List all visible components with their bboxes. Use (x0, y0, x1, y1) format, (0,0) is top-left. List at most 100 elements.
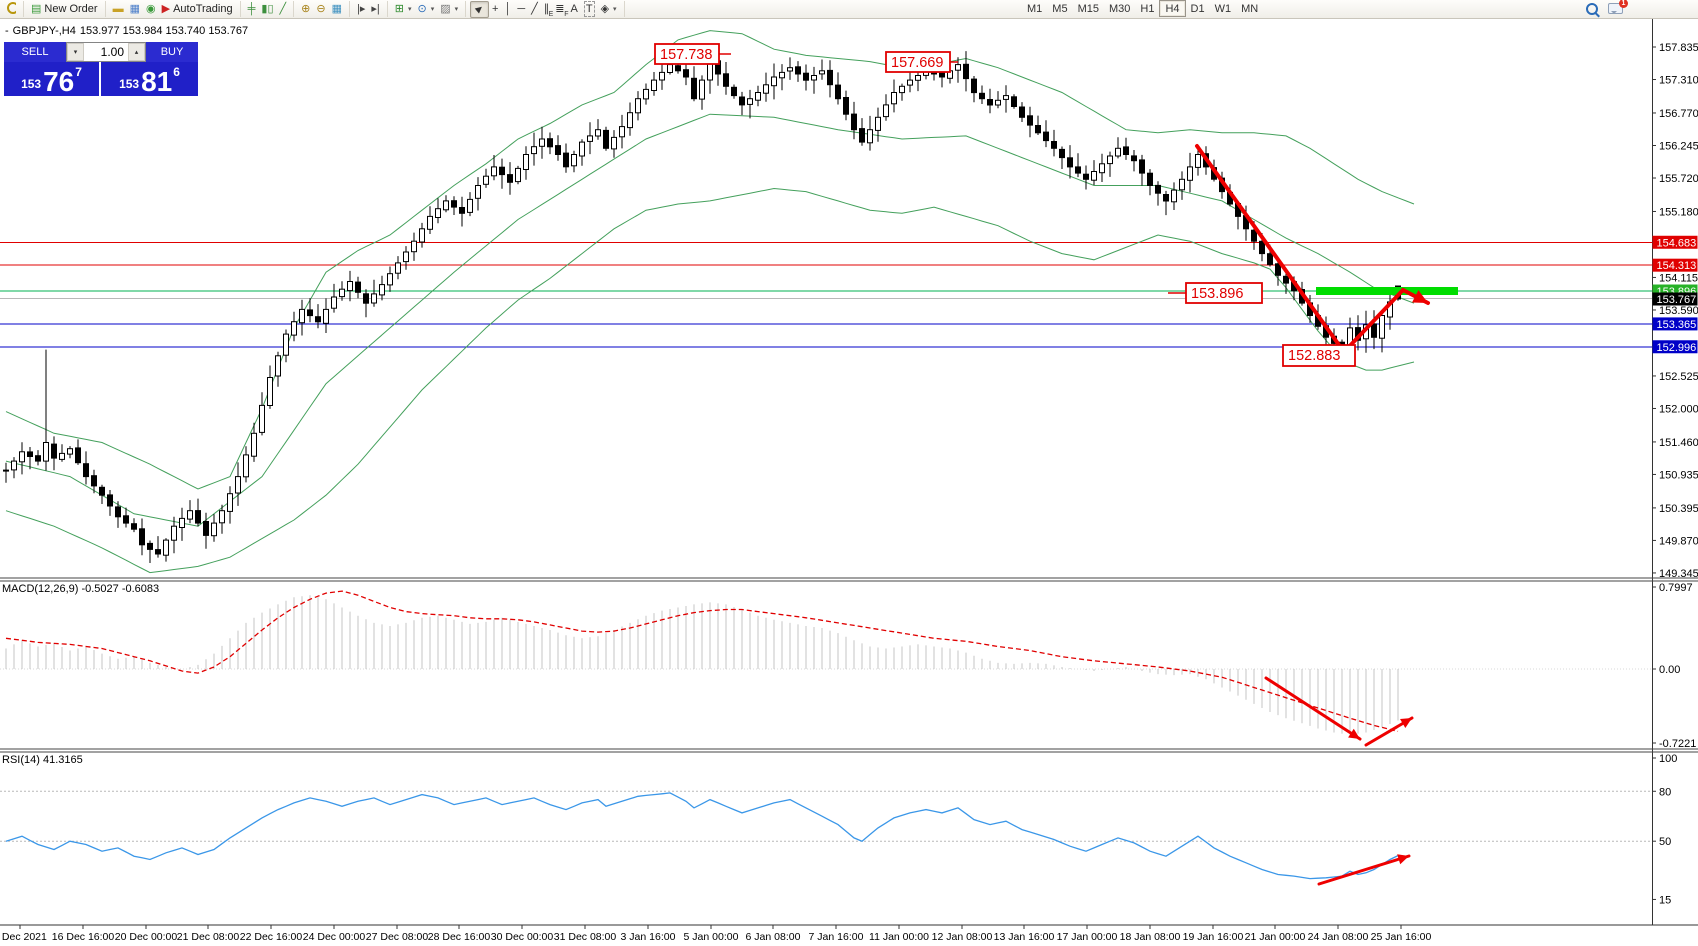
price-axis-badges: 154.683154.313153.896153.767153.365152.9… (1652, 235, 1698, 354)
svg-text:3 Jan 16:00: 3 Jan 16:00 (621, 931, 676, 943)
price-annotation-152-883[interactable]: 152.883 (1282, 344, 1356, 367)
templates-button-dropdown[interactable]: ▾ (454, 6, 459, 13)
chat-icon[interactable]: 1 (1608, 0, 1628, 14)
one-click-trading-widget: SELL ▾ 1.00 ▴ BUY 153 76 7 153 81 6 (4, 42, 198, 96)
svg-text:19 Jan 16:00: 19 Jan 16:00 (1183, 931, 1244, 943)
svg-text:24 Dec 00:00: 24 Dec 00:00 (303, 931, 366, 943)
auto-scroll-icon[interactable]: |▸ (354, 2, 368, 17)
rsi-panel (0, 790, 1652, 880)
bar-chart-icon[interactable]: ╪ (245, 2, 259, 17)
rsi-arrows[interactable] (1317, 854, 1411, 886)
new-order-button[interactable]: ▤ New Order (28, 2, 101, 17)
trendline-tool[interactable]: ╱ (528, 2, 541, 17)
arrows-tool[interactable]: ◈ ▾ (598, 2, 620, 17)
zoom-out-icon-glyph: ⊖ (316, 3, 326, 15)
svg-text:25 Jan 16:00: 25 Jan 16:00 (1371, 931, 1432, 943)
svg-text:31 Dec 08:00: 31 Dec 08:00 (554, 931, 617, 943)
volume-input[interactable]: 1.00 (100, 45, 124, 59)
svg-text:12 Jan 08:00: 12 Jan 08:00 (932, 931, 993, 943)
price-annotation-157-738[interactable]: 157.738 (654, 43, 731, 65)
symbol-name: GBPJPY-,H4 (12, 25, 76, 37)
svg-text:18 Jan 08:00: 18 Jan 08:00 (1120, 931, 1181, 943)
svg-text:15: 15 (1659, 894, 1671, 906)
chart-area[interactable]: 157.738 157.669 153.896 152.883 157.835 157.3… (0, 18, 1698, 946)
sell-button[interactable]: SELL (4, 42, 66, 62)
text-tool[interactable]: A (568, 2, 581, 17)
svg-text:153.896: 153.896 (1191, 286, 1243, 302)
svg-text:152.000: 152.000 (1659, 403, 1698, 415)
channel-tool[interactable]: ∥ E (543, 3, 554, 18)
volume-decrease-button[interactable]: ▾ (67, 43, 84, 61)
zoom-out-icon[interactable]: ⊖ (313, 2, 328, 17)
timeframe-h1[interactable]: H1 (1140, 2, 1155, 15)
price-annotation-153-896[interactable]: 153.896 (1168, 282, 1263, 304)
signals-icon[interactable]: ◉ (143, 2, 159, 17)
horizontal-line-tool[interactable]: ─ (514, 2, 528, 17)
timeframe-h4[interactable]: H4 (1159, 0, 1186, 17)
price-annotation-157-669[interactable]: 157.669 (885, 51, 958, 73)
timeframe-d1[interactable]: D1 (1190, 2, 1205, 15)
clipped-icon[interactable] (4, 2, 19, 17)
tile-windows-icon[interactable]: ▦ (329, 2, 345, 17)
svg-text:28 Dec 16:00: 28 Dec 16:00 (428, 931, 491, 943)
crosshair-tool[interactable]: + (489, 2, 501, 17)
fibonacci-tool[interactable]: ≣ F (555, 3, 569, 18)
volume-increase-button[interactable]: ▴ (128, 43, 145, 61)
zoom-in-icon[interactable]: ⊕ (298, 2, 313, 17)
chart-objects[interactable]: 157.738 157.669 153.896 152.883 (654, 43, 1458, 367)
svg-text:80: 80 (1659, 786, 1671, 798)
svg-text:5 Dec 2021: 5 Dec 2021 (0, 931, 47, 943)
timeframe-m5[interactable]: M5 (1052, 2, 1068, 15)
wallet-icon[interactable]: ▬ (110, 2, 127, 17)
chart-shift-icon[interactable]: ▸| (368, 2, 382, 17)
svg-text:0.7997: 0.7997 (1659, 582, 1693, 594)
search-icon[interactable] (1586, 2, 1598, 15)
chart-symbol-header: - GBPJPY-,H4 153.977 153.984 153.740 153.7… (5, 25, 252, 37)
rsi-indicator-label: RSI(14) 41.3165 (2, 754, 83, 766)
sell-price-sup: 7 (75, 65, 82, 79)
green-highlight-bar[interactable] (1316, 287, 1458, 295)
buy-price-tile[interactable]: 153 81 6 (101, 62, 198, 96)
arrows-tool-dropdown[interactable]: ▾ (613, 6, 617, 13)
svg-text:157.310: 157.310 (1659, 75, 1698, 87)
autotrading-button[interactable]: ▶ AutoTrading (159, 2, 236, 17)
svg-text:7 Jan 16:00: 7 Jan 16:00 (809, 931, 864, 943)
webterminal-icon[interactable]: ▦ (127, 2, 143, 17)
svg-text:16 Dec 16:00: 16 Dec 16:00 (52, 931, 115, 943)
svg-text:100: 100 (1659, 753, 1677, 765)
macd-arrows[interactable] (1264, 676, 1414, 747)
wallet-icon-glyph: ▬ (112, 3, 124, 15)
text-label-tool[interactable]: T (581, 1, 598, 17)
price-trend-arrows[interactable] (1195, 144, 1430, 354)
sell-price-big: 76 (43, 66, 75, 98)
timeframe-w1[interactable]: W1 (1214, 2, 1232, 15)
candlestick-chart-icon[interactable]: ▮▯ (258, 2, 276, 17)
volume-control: ▾ 1.00 ▴ (66, 42, 146, 62)
sell-price-tile[interactable]: 153 76 7 (4, 62, 99, 96)
sell-price-prefix: 153 (21, 77, 42, 91)
svg-text:153.767: 153.767 (1657, 294, 1697, 306)
cursor-tool[interactable]: ► (470, 0, 490, 18)
timeframe-m1[interactable]: M1 (1027, 2, 1043, 15)
periods-button-dropdown[interactable]: ▾ (430, 6, 435, 13)
templates-button[interactable]: ▨ ▾ (437, 2, 461, 17)
svg-text:155.180: 155.180 (1659, 206, 1698, 218)
svg-text:149.345: 149.345 (1659, 568, 1698, 580)
price-axis: 157.835 157.310 156.770 156.245 155.720 155.1… (1652, 18, 1698, 925)
indicators-button-dropdown[interactable]: ▾ (407, 6, 412, 13)
buy-button[interactable]: BUY (146, 42, 198, 62)
timeframe-m30[interactable]: M30 (1108, 2, 1131, 15)
horizontal-line-tool-glyph: ─ (517, 3, 526, 15)
svg-text:24 Jan 08:00: 24 Jan 08:00 (1308, 931, 1369, 943)
line-chart-icon[interactable]: ╱ (277, 2, 290, 17)
panel-separators[interactable] (0, 577, 1698, 753)
channel-tool-glyph: ∥ (543, 3, 550, 15)
indicators-button[interactable]: ⊞ ▾ (392, 2, 415, 17)
timeframe-m15[interactable]: M15 (1077, 2, 1099, 15)
autotrading-button-glyph: ▶ (161, 3, 171, 15)
periods-button[interactable]: ⊙ ▾ (415, 2, 438, 17)
rsi-axis: 100 80 50 15 (1652, 753, 1677, 906)
vertical-line-tool[interactable]: │ (501, 2, 514, 17)
timeframe-mn[interactable]: MN (1241, 2, 1259, 15)
